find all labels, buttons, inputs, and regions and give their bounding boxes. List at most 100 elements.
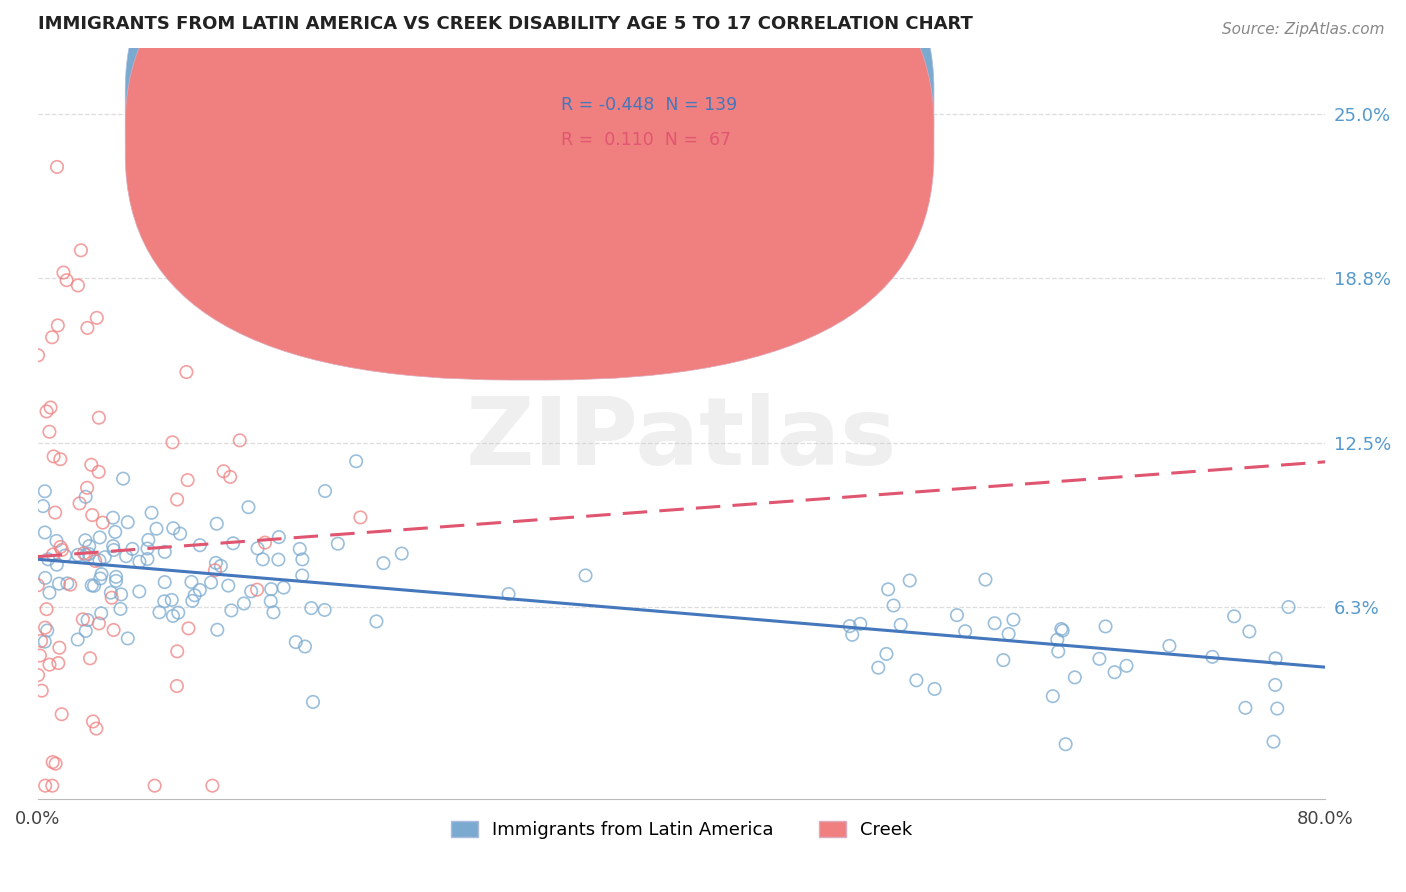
Point (1234, 701, 1257, 715)
Point (73, 546, 96, 560)
Point (868, 661, 890, 675)
Point (48, 576, 70, 591)
Point (46, 318, 69, 333)
Point (115, 549, 138, 564)
Point (252, 552, 274, 566)
Point (498, 587, 520, 601)
Point (49, 540, 72, 554)
Point (38, 586, 60, 600)
Point (162, 608, 184, 623)
Point (391, 547, 413, 561)
Point (1042, 689, 1064, 703)
Point (70, 244, 93, 258)
Point (260, 594, 283, 608)
Point (34, 621, 56, 635)
Point (86, 722, 108, 736)
Point (56, 576, 79, 591)
Point (176, 365, 198, 379)
Point (1239, 624, 1261, 639)
FancyBboxPatch shape (492, 72, 821, 169)
Point (1050, 622, 1073, 636)
Point (905, 673, 928, 688)
Point (1277, 600, 1299, 615)
Point (38, 657, 60, 672)
Point (253, 535, 276, 549)
Point (112, 472, 135, 486)
Point (993, 653, 1015, 667)
Point (212, 464, 235, 478)
Point (209, 558, 232, 573)
Point (1046, 632, 1069, 647)
Point (34, 779, 56, 793)
Point (101, 510, 124, 524)
Point (349, 510, 371, 524)
Point (41, 755, 63, 769)
Point (45, 533, 67, 548)
Point (883, 599, 905, 613)
Point (267, 552, 290, 566)
Point (240, 584, 263, 599)
Point (1264, 678, 1286, 692)
Point (875, 647, 897, 661)
Point (136, 541, 159, 556)
Point (898, 574, 921, 588)
FancyBboxPatch shape (125, 0, 934, 380)
Point (344, 454, 367, 468)
Point (90, 567, 112, 582)
Point (82, 714, 104, 729)
Point (80, 578, 103, 592)
Point (28, 648, 51, 663)
Point (238, 500, 260, 515)
Point (162, 521, 184, 535)
Point (188, 538, 211, 552)
Text: R = -0.448  N = 139: R = -0.448 N = 139 (561, 95, 737, 113)
Point (75, 624, 97, 638)
Point (34, 634, 56, 648)
Legend: Immigrants from Latin America, Creek: Immigrants from Latin America, Creek (443, 814, 920, 847)
Point (143, 779, 166, 793)
Point (204, 563, 226, 577)
Point (34, 525, 56, 540)
Point (188, 582, 211, 597)
Point (232, 597, 254, 611)
Point (42, 450, 65, 464)
Point (574, 568, 596, 582)
Point (222, 536, 245, 550)
Text: ZIPatlas: ZIPatlas (465, 392, 897, 484)
Point (299, 601, 322, 615)
Point (105, 574, 128, 588)
Point (136, 552, 159, 566)
Point (55, 273, 77, 287)
Point (121, 541, 143, 556)
Point (27, 578, 49, 592)
Point (46, 160, 69, 174)
Point (59, 577, 82, 591)
Point (45, 756, 67, 771)
Point (207, 623, 229, 637)
Point (166, 679, 188, 693)
Point (246, 541, 269, 556)
Point (890, 618, 912, 632)
Point (89, 530, 111, 544)
Point (1094, 619, 1116, 633)
Point (229, 434, 252, 448)
Point (35, 602, 58, 616)
Point (37, 624, 59, 638)
Point (79, 651, 101, 665)
Point (128, 584, 150, 599)
Point (51, 543, 73, 558)
Point (46, 656, 69, 670)
Point (89, 572, 111, 586)
Point (104, 524, 127, 539)
Point (42, 548, 65, 562)
Point (27, 668, 49, 682)
Point (69, 496, 91, 510)
Point (75, 548, 97, 562)
Point (262, 605, 284, 619)
Point (44, 506, 66, 520)
Point (1052, 624, 1074, 638)
Point (75, 490, 97, 504)
Point (288, 541, 311, 556)
Point (180, 574, 202, 589)
Point (45, 558, 67, 572)
